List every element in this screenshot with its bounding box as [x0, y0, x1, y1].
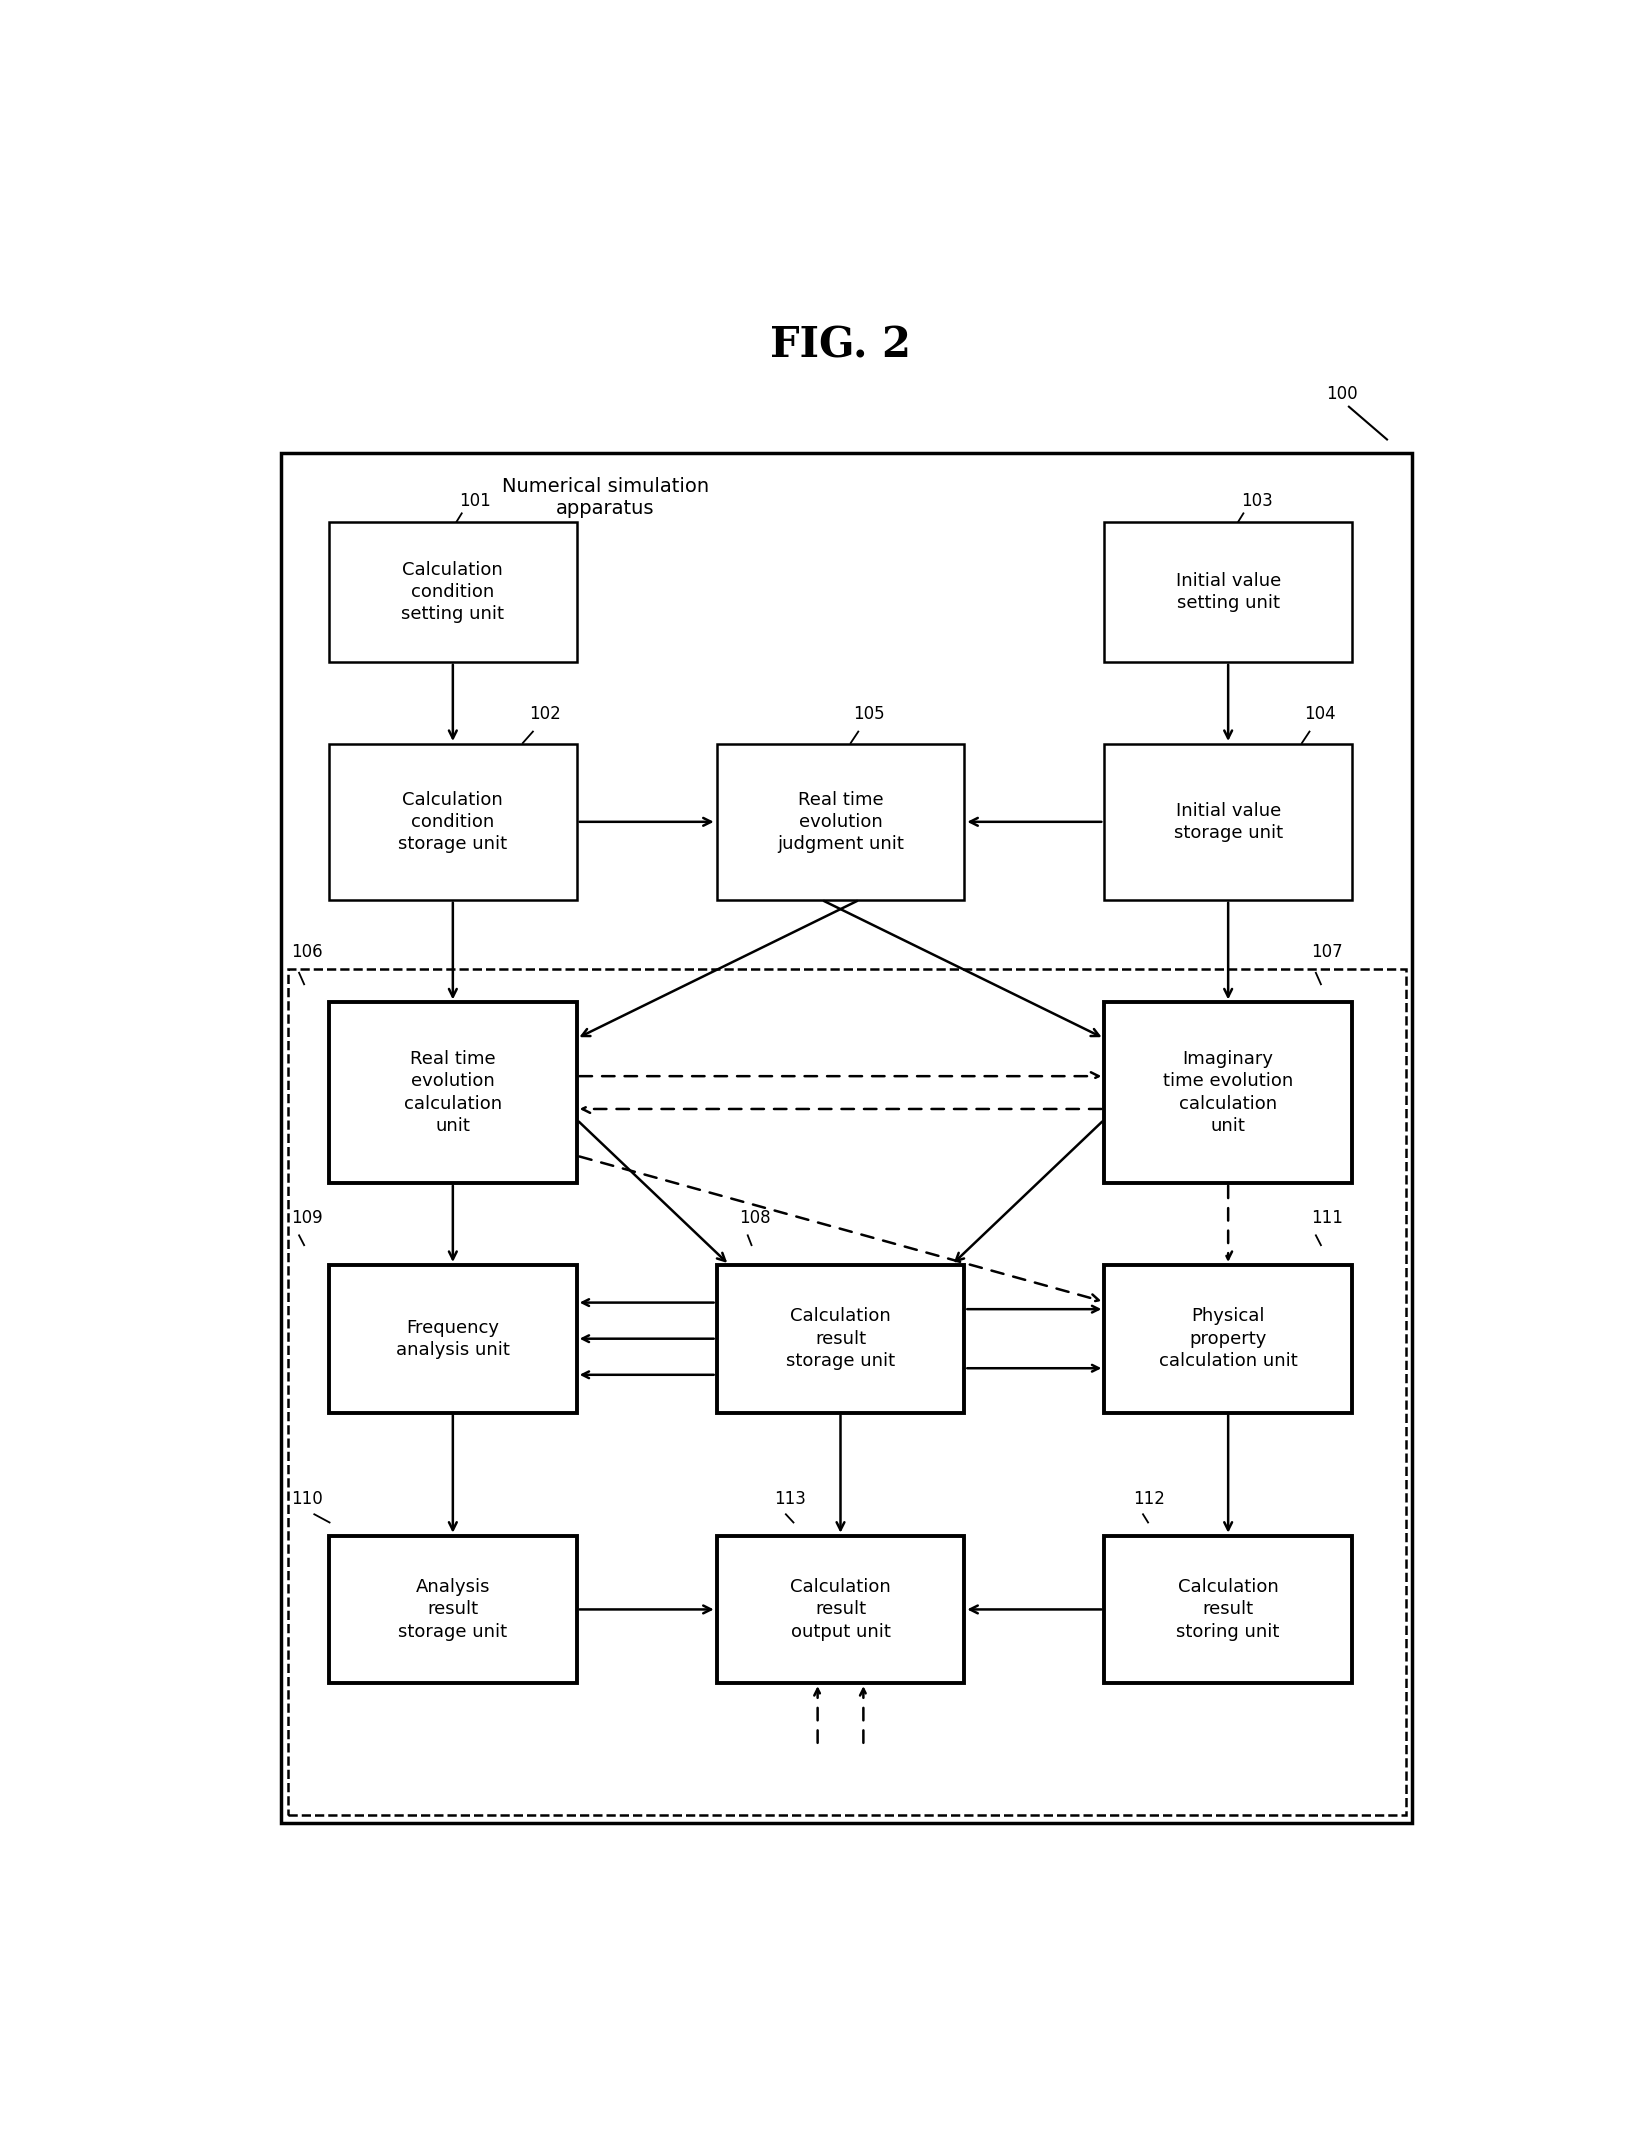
Text: Calculation
result
storage unit: Calculation result storage unit: [785, 1308, 895, 1370]
Bar: [716, 744, 964, 899]
Bar: [716, 1536, 964, 1683]
Text: 112: 112: [1133, 1490, 1164, 1509]
Text: Calculation
result
output unit: Calculation result output unit: [790, 1579, 890, 1641]
Bar: [329, 1266, 577, 1413]
Bar: [287, 970, 1405, 1816]
Bar: [1103, 1266, 1351, 1413]
Text: Analysis
result
storage unit: Analysis result storage unit: [398, 1579, 506, 1641]
Bar: [329, 522, 577, 663]
Text: 107: 107: [1310, 944, 1342, 961]
Bar: [329, 744, 577, 899]
Text: Calculation
result
storing unit: Calculation result storing unit: [1175, 1579, 1278, 1641]
Text: 103: 103: [1241, 492, 1272, 509]
Text: 111: 111: [1310, 1208, 1342, 1227]
Text: 100: 100: [1326, 386, 1357, 403]
Text: Calculation
condition
storage unit: Calculation condition storage unit: [398, 791, 506, 852]
Text: Imaginary
time evolution
calculation
unit: Imaginary time evolution calculation uni…: [1162, 1051, 1293, 1136]
Text: Calculation
condition
setting unit: Calculation condition setting unit: [402, 560, 505, 622]
Text: 102: 102: [529, 705, 561, 722]
Text: Real time
evolution
judgment unit: Real time evolution judgment unit: [777, 791, 903, 852]
Bar: [1103, 522, 1351, 663]
Text: Physical
property
calculation unit: Physical property calculation unit: [1159, 1308, 1296, 1370]
Text: FIG. 2: FIG. 2: [770, 324, 910, 367]
Bar: [716, 1266, 964, 1413]
Bar: [1103, 1002, 1351, 1183]
Text: 109: 109: [292, 1208, 323, 1227]
Text: 106: 106: [292, 944, 323, 961]
Text: Initial value
storage unit: Initial value storage unit: [1174, 801, 1282, 842]
Bar: [329, 1536, 577, 1683]
Bar: [329, 1002, 577, 1183]
Text: 105: 105: [852, 705, 885, 722]
Bar: [1103, 744, 1351, 899]
Text: 113: 113: [774, 1490, 806, 1509]
Text: 101: 101: [459, 492, 490, 509]
Text: 108: 108: [739, 1208, 770, 1227]
Text: Real time
evolution
calculation
unit: Real time evolution calculation unit: [403, 1051, 502, 1136]
Text: 104: 104: [1303, 705, 1336, 722]
Text: Numerical simulation
apparatus: Numerical simulation apparatus: [502, 477, 708, 518]
Bar: [282, 452, 1411, 1822]
Text: Frequency
analysis unit: Frequency analysis unit: [395, 1319, 510, 1360]
Text: Initial value
setting unit: Initial value setting unit: [1175, 571, 1280, 612]
Text: 110: 110: [292, 1490, 323, 1509]
Bar: [1103, 1536, 1351, 1683]
